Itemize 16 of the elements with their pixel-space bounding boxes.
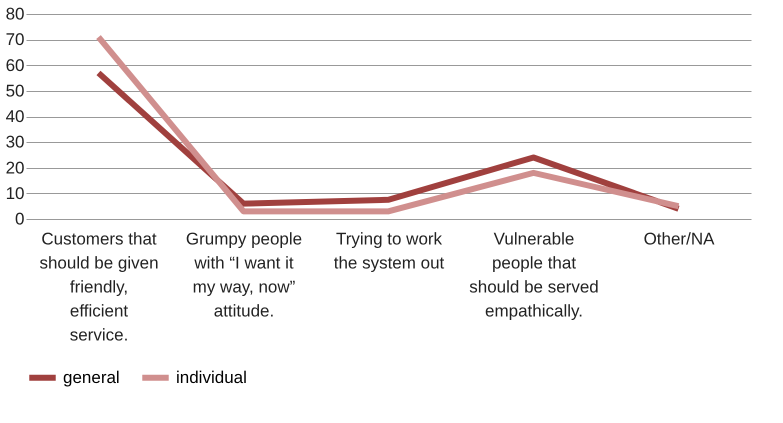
y-tick-label: 50 [6,81,24,100]
x-tick-label: Trying to work the system out [334,230,445,272]
y-tick-label: 70 [6,30,24,50]
x-tick-label: Customers that should be given friendly, efficient service. [39,230,159,344]
y-tick-label: 30 [6,132,24,152]
y-tick-label: 0 [15,210,24,228]
legend-label: general [63,368,120,387]
x-tick-label: Other/NA [644,230,716,248]
y-tick-label: 40 [6,107,24,126]
y-tick-label: 10 [6,184,24,203]
legend-label: individual [176,368,247,387]
y-tick-label: 20 [6,158,24,178]
y-tick-label: 80 [6,4,24,24]
x-tick-label: Grumpy people with “I want it my way, now” attitude. [186,230,302,320]
y-tick-label: 60 [6,56,24,75]
x-tick-label: Vulnerable people that should be served empathically. [469,230,599,320]
